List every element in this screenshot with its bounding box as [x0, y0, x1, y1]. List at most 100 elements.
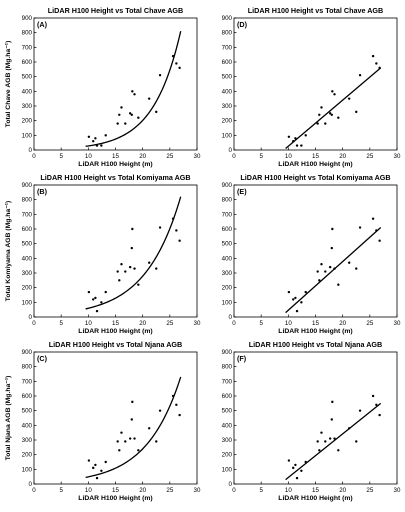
data-point — [328, 112, 332, 115]
x-tick-label: 0 — [232, 320, 236, 327]
data-point — [328, 265, 332, 269]
x-tick-label: 20 — [139, 487, 146, 494]
data-point — [300, 301, 303, 304]
data-point — [120, 431, 123, 434]
data-point — [131, 90, 134, 93]
data-point — [116, 270, 119, 273]
y-tick-label: 200 — [22, 285, 33, 292]
data-point — [331, 400, 334, 404]
y-tick-label: 600 — [22, 59, 33, 66]
data-point — [175, 229, 178, 232]
panel-label: (F) — [237, 354, 247, 363]
y-axis-label: Total Komiyama AGB (Mg.ha⁻¹) — [5, 201, 12, 302]
y-tick-label: 100 — [22, 299, 33, 306]
data-point — [100, 144, 103, 147]
plot-frame — [33, 184, 198, 318]
data-point — [118, 449, 121, 452]
plot-frame — [233, 184, 398, 318]
y-tick-label: 500 — [222, 408, 233, 415]
plot-frame — [233, 17, 398, 151]
fit-line — [85, 196, 182, 310]
y-tick-label: 500 — [22, 74, 33, 81]
chart-title: LiDAR H100 Height vs Total Komiyama AGB — [240, 173, 390, 182]
y-tick-label: 400 — [222, 255, 233, 262]
data-point — [128, 437, 132, 440]
x-tick-label: 15 — [312, 487, 319, 494]
data-point — [375, 62, 378, 65]
data-point — [295, 144, 299, 147]
data-point — [130, 113, 133, 117]
data-point — [320, 431, 323, 434]
data-point — [355, 110, 358, 114]
y-tick-label: 400 — [22, 88, 33, 95]
y-tick-label: 700 — [22, 211, 33, 218]
y-tick-label: 0 — [229, 147, 233, 154]
chart-title: LiDAR H100 Height vs Total Njana AGB — [249, 340, 382, 349]
data-point — [92, 140, 95, 143]
y-tick-label: 900 — [222, 349, 233, 356]
data-point — [371, 394, 375, 398]
y-tick-label: 600 — [222, 226, 233, 233]
chart-panel-3: LiDAR H100 Height vs Total Komiyama AGB (… — [222, 173, 401, 335]
panel-label: (B) — [37, 187, 48, 196]
chart-panel-2: LiDAR H100 Height vs Total Komiyama AGB (… — [5, 173, 201, 335]
data-point — [133, 267, 136, 270]
x-tick-label: 10 — [285, 487, 292, 494]
data-point — [337, 449, 340, 452]
data-point — [304, 460, 307, 464]
y-tick-label: 900 — [222, 182, 233, 189]
data-point — [175, 62, 178, 65]
y-tick-label: 0 — [29, 314, 33, 321]
x-axis-label: LiDAR H100 Height (m) — [78, 328, 152, 335]
y-tick-label: 700 — [222, 378, 233, 385]
data-point — [124, 270, 127, 273]
x-tick-label: 15 — [112, 320, 119, 327]
y-tick-label: 300 — [222, 437, 233, 444]
data-point — [137, 283, 140, 286]
data-point — [133, 93, 136, 96]
data-point — [287, 290, 291, 294]
x-tick-label: 25 — [166, 487, 173, 494]
y-tick-label: 900 — [222, 15, 233, 22]
data-point — [304, 290, 307, 294]
data-point — [318, 113, 321, 117]
x-tick-label: 0 — [32, 320, 36, 327]
x-tick-label: 30 — [394, 153, 401, 160]
plot-frame — [33, 351, 198, 485]
data-point — [347, 261, 351, 264]
y-tick-label: 600 — [22, 393, 33, 400]
data-point — [100, 301, 103, 304]
y-tick-label: 700 — [222, 44, 233, 51]
y-tick-label: 0 — [29, 147, 33, 154]
y-tick-label: 400 — [222, 422, 233, 429]
data-point — [178, 413, 181, 417]
y-tick-label: 400 — [22, 255, 33, 262]
data-point — [147, 427, 151, 430]
data-point — [118, 113, 121, 117]
data-point — [94, 137, 97, 140]
data-point — [330, 113, 333, 117]
y-tick-label: 900 — [22, 182, 33, 189]
y-tick-label: 800 — [22, 197, 33, 204]
data-point — [294, 296, 297, 300]
data-point — [175, 403, 178, 406]
data-point — [358, 226, 362, 229]
x-tick-label: 15 — [112, 487, 119, 494]
data-point — [295, 476, 299, 480]
data-point — [155, 267, 158, 270]
data-point — [128, 112, 132, 115]
data-point — [294, 463, 297, 467]
data-point — [300, 144, 303, 147]
y-tick-label: 900 — [22, 349, 33, 356]
x-tick-label: 10 — [85, 153, 92, 160]
data-point — [94, 296, 97, 300]
data-point — [355, 267, 358, 270]
y-tick-label: 600 — [222, 59, 233, 66]
panel-label: (D) — [237, 20, 248, 29]
data-point — [147, 261, 151, 264]
x-tick-label: 5 — [59, 320, 63, 327]
y-tick-label: 800 — [22, 30, 33, 37]
data-point — [130, 246, 133, 250]
y-tick-label: 100 — [222, 299, 233, 306]
